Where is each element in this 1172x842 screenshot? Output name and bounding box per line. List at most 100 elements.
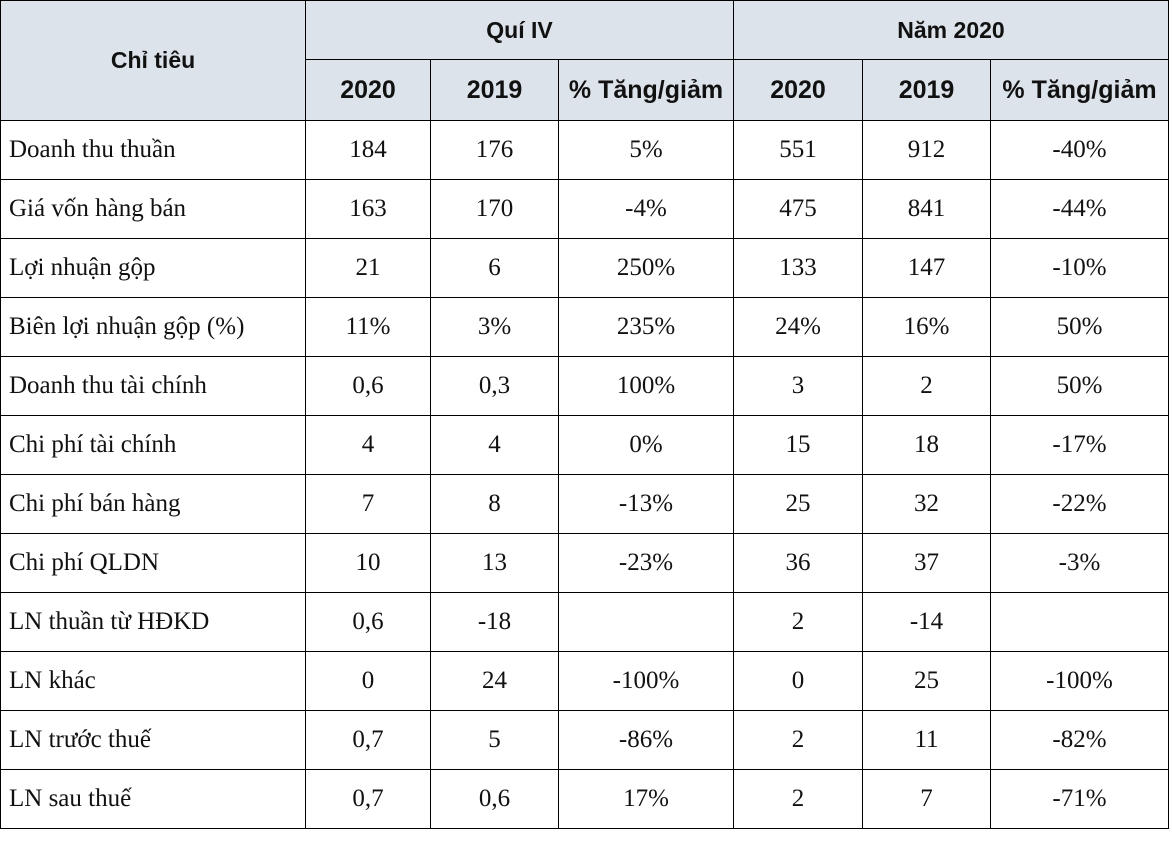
table-row: LN sau thuế 0,7 0,6 17% 2 7 -71% [0, 769, 1169, 829]
header-column: % Tăng/giảm [558, 59, 734, 121]
cell: 7 [862, 769, 991, 829]
cell: 21 [305, 238, 431, 298]
cell: 7 [305, 474, 431, 534]
header-row: 2020 2019 % Tăng/giảm 2020 2019 % Tăng/g… [1, 59, 1169, 121]
cell: 0,6 [430, 769, 559, 829]
cell: 475 [733, 179, 863, 239]
cell: -40% [990, 120, 1169, 180]
header-group: Quí IV [305, 0, 734, 60]
row-label: LN trước thuế [0, 710, 306, 770]
cell: 5% [558, 120, 734, 180]
header-row: Chỉ tiêu Quí IV Năm 2020 [0, 0, 1169, 121]
cell: 3 [733, 356, 863, 416]
cell: 5 [430, 710, 559, 770]
cell: 250% [558, 238, 734, 298]
cell: -4% [558, 179, 734, 239]
cell: 25 [733, 474, 863, 534]
cell: 0 [305, 651, 431, 711]
cell: 163 [305, 179, 431, 239]
cell: 2 [862, 356, 991, 416]
cell: 15 [733, 415, 863, 475]
cell: 147 [862, 238, 991, 298]
header-column: 2019 [430, 59, 559, 121]
cell: 0,7 [305, 710, 431, 770]
cell: 50% [990, 356, 1169, 416]
cell: 16% [862, 297, 991, 357]
cell: 11 [862, 710, 991, 770]
cell: 37 [862, 533, 991, 593]
cell: -44% [990, 179, 1169, 239]
cell: 0 [733, 651, 863, 711]
cell: 4 [430, 415, 559, 475]
header-column: 2019 [862, 59, 991, 121]
cell: 50% [990, 297, 1169, 357]
table-header: Chỉ tiêu Quí IV Năm 2020 2020 2019 % Tăn… [0, 0, 1169, 121]
cell: 0,6 [305, 356, 431, 416]
row-label: Lợi nhuận gộp [0, 238, 306, 298]
cell: 170 [430, 179, 559, 239]
row-label: LN thuần từ HĐKD [0, 592, 306, 652]
cell: 3% [430, 297, 559, 357]
cell: 0,3 [430, 356, 559, 416]
cell: 100% [558, 356, 734, 416]
cell [990, 592, 1169, 652]
cell: -71% [990, 769, 1169, 829]
table-row: Chi phí QLDN 10 13 -23% 36 37 -3% [0, 533, 1169, 593]
cell: 133 [733, 238, 863, 298]
table-row: Doanh thu tài chính 0,6 0,3 100% 3 2 50% [0, 356, 1169, 416]
cell: 235% [558, 297, 734, 357]
cell [558, 592, 734, 652]
cell: -18 [430, 592, 559, 652]
cell: 18 [862, 415, 991, 475]
cell: -82% [990, 710, 1169, 770]
cell: 2 [733, 592, 863, 652]
row-label: LN khác [0, 651, 306, 711]
cell: 17% [558, 769, 734, 829]
cell: -86% [558, 710, 734, 770]
cell: 13 [430, 533, 559, 593]
cell: 32 [862, 474, 991, 534]
row-label: Chi phí bán hàng [0, 474, 306, 534]
header-group: Năm 2020 [733, 0, 1169, 60]
row-label: Biên lợi nhuận gộp (%) [0, 297, 306, 357]
cell: -14 [862, 592, 991, 652]
cell: -23% [558, 533, 734, 593]
header-column: 2020 [733, 59, 863, 121]
cell: 24 [430, 651, 559, 711]
cell: 8 [430, 474, 559, 534]
row-label: Doanh thu tài chính [0, 356, 306, 416]
cell: -100% [990, 651, 1169, 711]
cell: 184 [305, 120, 431, 180]
table-row: Chi phí bán hàng 7 8 -13% 25 32 -22% [0, 474, 1169, 534]
table-row: LN trước thuế 0,7 5 -86% 2 11 -82% [0, 710, 1169, 770]
cell: 0,7 [305, 769, 431, 829]
table-row: LN khác 0 24 -100% 0 25 -100% [0, 651, 1169, 711]
cell: 2 [733, 769, 863, 829]
cell: -10% [990, 238, 1169, 298]
table-row: LN thuần từ HĐKD 0,6 -18 2 -14 [0, 592, 1169, 652]
header-column: 2020 [305, 59, 431, 121]
row-label: Chi phí tài chính [0, 415, 306, 475]
cell: 6 [430, 238, 559, 298]
cell: 11% [305, 297, 431, 357]
cell: -13% [558, 474, 734, 534]
cell: 841 [862, 179, 991, 239]
cell: 0% [558, 415, 734, 475]
cell: 2 [733, 710, 863, 770]
cell: 36 [733, 533, 863, 593]
table-row: Giá vốn hàng bán 163 170 -4% 475 841 -44% [0, 179, 1169, 239]
cell: -3% [990, 533, 1169, 593]
cell: 551 [733, 120, 863, 180]
cell: 4 [305, 415, 431, 475]
header-column: % Tăng/giảm [990, 59, 1169, 121]
cell: 24% [733, 297, 863, 357]
table-row: Biên lợi nhuận gộp (%) 11% 3% 235% 24% 16% 50% [0, 297, 1169, 357]
table-row: Doanh thu thuần 184 176 5% 551 912 -40% [0, 120, 1169, 180]
cell: 912 [862, 120, 991, 180]
cell: 25 [862, 651, 991, 711]
row-label: Giá vốn hàng bán [0, 179, 306, 239]
row-label: Chi phí QLDN [0, 533, 306, 593]
row-label: Doanh thu thuần [0, 120, 306, 180]
